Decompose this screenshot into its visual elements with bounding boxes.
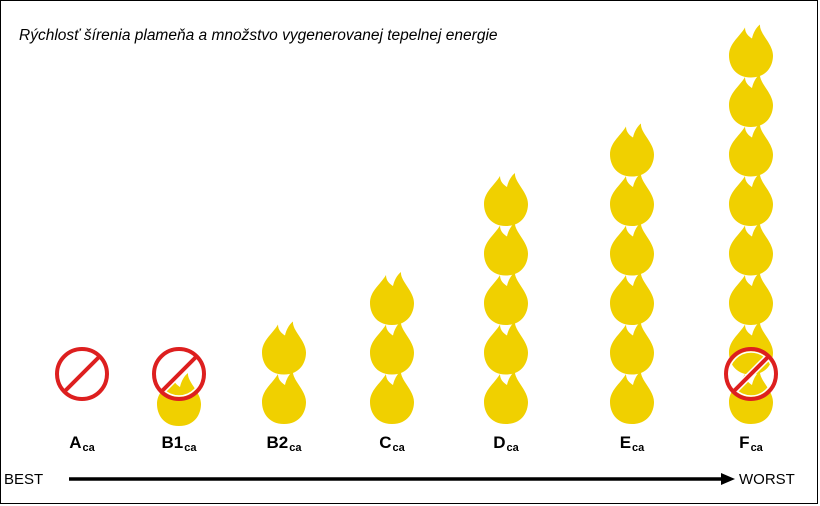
class-label-sub: ca xyxy=(289,442,302,454)
flame-icon xyxy=(610,272,654,325)
scale-arrow-head xyxy=(721,473,735,485)
prohibition-icon xyxy=(55,347,109,401)
class-label-main: B1 xyxy=(161,433,184,452)
flame-icon xyxy=(262,321,306,375)
flame-icon xyxy=(729,222,773,276)
prohibition-icon xyxy=(152,347,206,401)
class-label-main: A xyxy=(69,433,82,452)
class-label: B2ca xyxy=(244,433,324,454)
prohibition-icon xyxy=(724,347,778,401)
flame-icon xyxy=(729,74,773,127)
flame-icon xyxy=(610,371,654,424)
class-label: Aca xyxy=(42,433,122,454)
class-label-main: C xyxy=(379,433,392,452)
class-label: Cca xyxy=(352,433,432,454)
class-label-sub: ca xyxy=(750,442,763,454)
class-label-main: D xyxy=(493,433,506,452)
class-label: B1ca xyxy=(139,433,219,454)
flame-icon xyxy=(484,321,528,375)
class-label: Fca xyxy=(711,433,791,454)
flame-icon xyxy=(610,222,654,276)
flame-icon xyxy=(484,272,528,325)
flame-icon xyxy=(729,173,773,226)
class-label-sub: ca xyxy=(392,442,405,454)
flame-icon xyxy=(370,371,414,424)
class-label: Eca xyxy=(592,433,672,454)
flame-icon xyxy=(262,371,306,424)
class-label-main: F xyxy=(739,433,750,452)
class-label-sub: ca xyxy=(506,442,519,454)
class-label-sub: ca xyxy=(632,442,645,454)
flame-icon xyxy=(370,321,414,375)
diagram-title: Rýchlosť šírenia plameňa a množstvo vyge… xyxy=(19,27,498,44)
flame-icon xyxy=(729,272,773,325)
class-label-main: E xyxy=(619,433,632,452)
flame-icon xyxy=(484,371,528,424)
worst-label: WORST xyxy=(739,471,795,488)
flame-icon xyxy=(370,272,414,325)
class-label-main: B2 xyxy=(266,433,289,452)
class-label: Dca xyxy=(466,433,546,454)
flame-icon xyxy=(610,321,654,375)
flame-icon xyxy=(610,173,654,226)
best-label: BEST xyxy=(4,471,44,488)
flame-icon xyxy=(484,173,528,226)
flame-icon xyxy=(484,222,528,276)
flame-icon xyxy=(729,123,773,177)
class-label-sub: ca xyxy=(82,442,95,454)
flame-icon xyxy=(610,123,654,177)
flame-icon xyxy=(729,24,773,78)
class-label-sub: ca xyxy=(184,442,197,454)
